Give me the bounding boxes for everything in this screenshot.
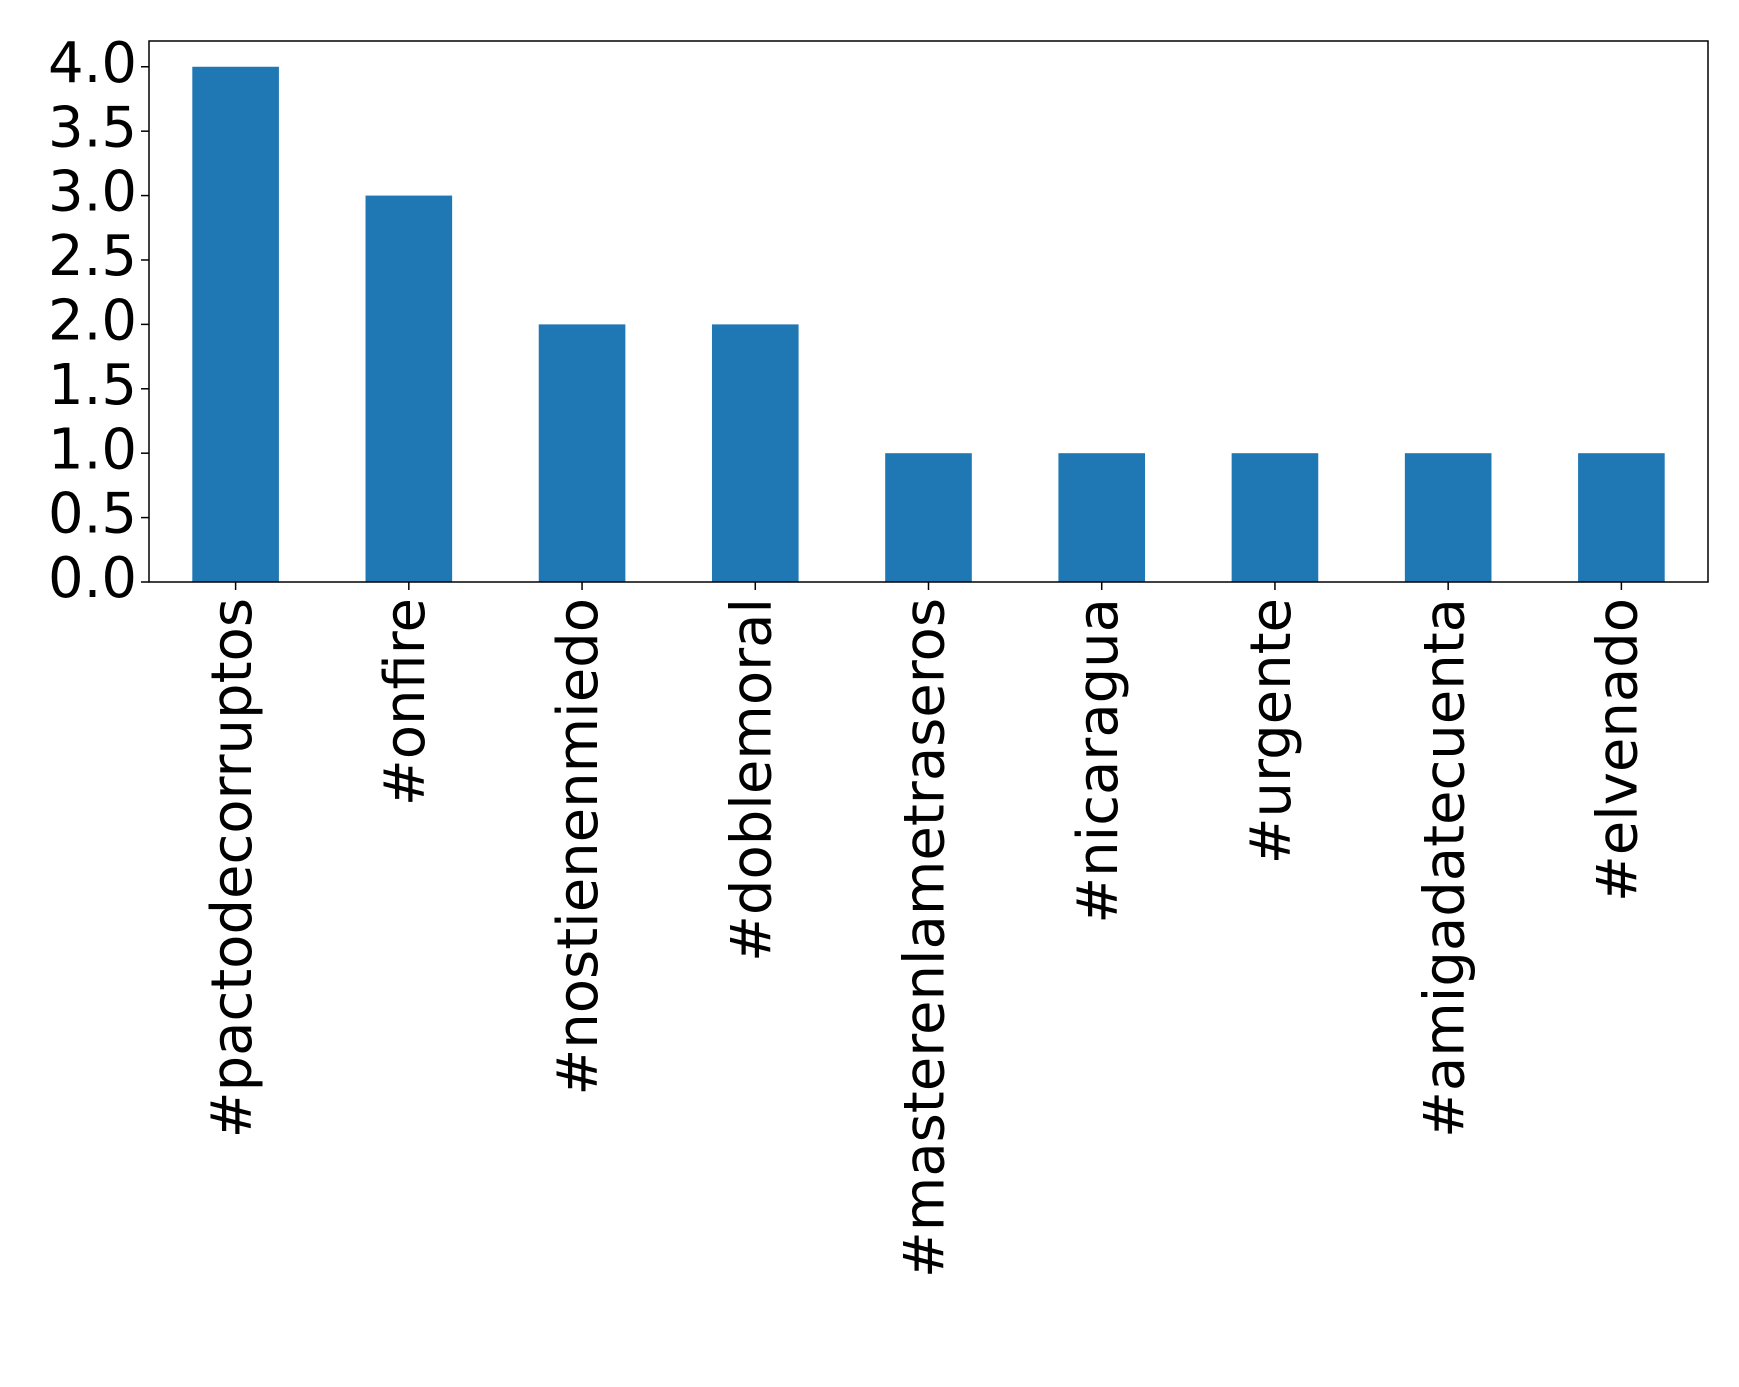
bar — [192, 66, 279, 582]
x-tick-label: #masterenlametraseros — [893, 598, 958, 1278]
bar — [538, 324, 626, 582]
x-tick-label: #urgente — [1239, 598, 1304, 864]
bar — [365, 195, 453, 583]
bar — [1404, 453, 1492, 582]
x-tick-label: #onfire — [373, 598, 438, 806]
x-tick-label: #nostienenmiedo — [546, 598, 611, 1096]
y-tick-label: 2.0 — [48, 289, 137, 354]
bar — [1058, 453, 1146, 582]
x-tick-label: #nicaragua — [1066, 598, 1131, 924]
y-tick-label: 3.0 — [48, 160, 137, 225]
y-tick-label: 0.0 — [48, 546, 137, 611]
x-tick-label: #elvenado — [1586, 598, 1651, 902]
x-tick-label: #doblemoral — [719, 598, 784, 962]
y-tick-label: 1.0 — [48, 417, 137, 482]
y-tick-label: 3.5 — [48, 95, 137, 160]
y-tick-label: 0.5 — [48, 482, 137, 547]
y-tick-label: 2.5 — [48, 224, 137, 289]
bar — [1231, 453, 1319, 582]
bar — [711, 324, 799, 582]
bar — [885, 453, 972, 582]
y-tick-label: 4.0 — [48, 31, 137, 96]
bar — [1578, 453, 1665, 582]
plot-frame — [148, 40, 1709, 583]
y-tick-label: 1.5 — [48, 353, 137, 418]
x-tick-label: #amigadatecuenta — [1412, 598, 1477, 1138]
x-tick-label: #pactodecorruptos — [200, 598, 265, 1138]
